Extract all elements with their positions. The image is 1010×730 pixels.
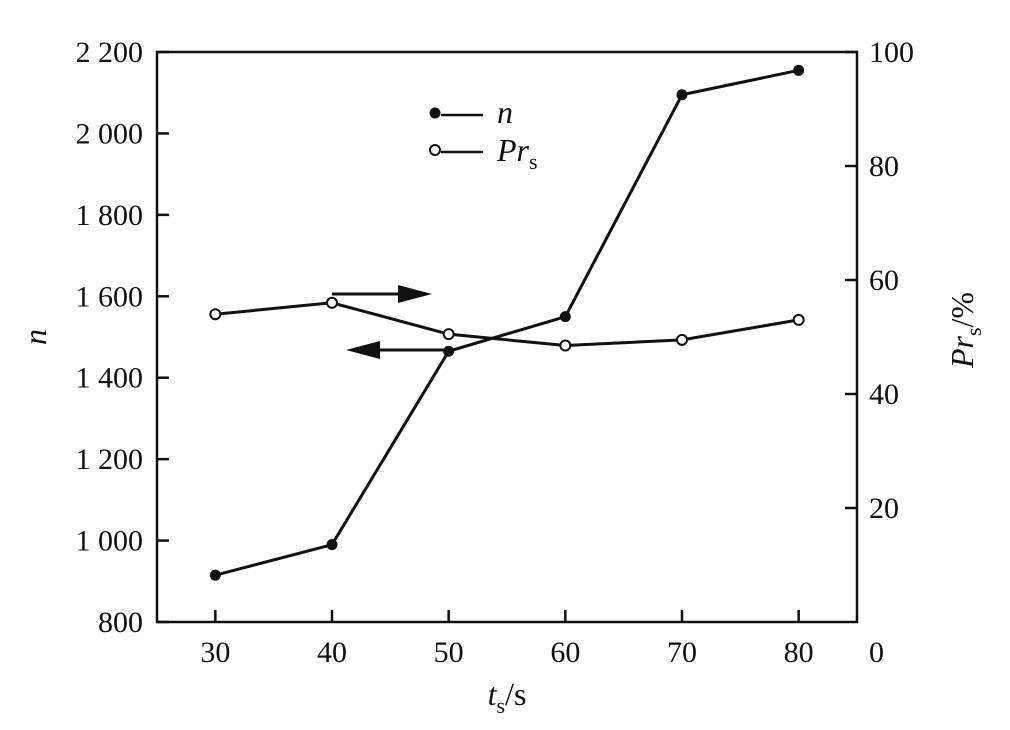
data-point-prs xyxy=(442,328,455,341)
x-axis-title: ts/s xyxy=(488,676,527,718)
arrow-to-left-axis-head xyxy=(346,341,380,359)
x-tick-label: 50 xyxy=(434,636,464,669)
right-tick-label: 20 xyxy=(869,492,899,525)
direction-arrows xyxy=(332,285,447,359)
plot-frame xyxy=(155,50,859,624)
left-tick-label: 1 600 xyxy=(76,280,144,313)
right-tick-label: 100 xyxy=(869,36,914,69)
data-point-prs xyxy=(559,339,572,352)
data-point-prs xyxy=(792,313,805,326)
arrow-to-right-axis-head xyxy=(398,285,432,303)
left-axis-ticks: 800 1 000 1 200 1 400 1 600 1 800 2 000 2 200 xyxy=(76,36,169,639)
right-tick-label: 0 xyxy=(869,636,884,669)
data-point-n xyxy=(793,64,805,76)
legend-filled-circle-marker xyxy=(429,107,441,119)
data-point-n xyxy=(209,569,221,581)
series-line-prs xyxy=(215,301,799,348)
x-tick-label: 30 xyxy=(200,636,230,669)
data-point-n xyxy=(326,539,338,551)
x-tick-label: 70 xyxy=(667,636,697,669)
right-tick-label: 60 xyxy=(869,264,899,297)
x-tick-label: 80 xyxy=(784,636,814,669)
data-point-n xyxy=(676,89,688,101)
right-axis-title: Prs/% xyxy=(944,292,986,369)
series-layer xyxy=(209,64,805,581)
left-tick-label: 1 200 xyxy=(76,443,144,476)
data-point-n xyxy=(559,311,571,323)
left-axis-title: n xyxy=(17,329,53,345)
right-tick-label: 40 xyxy=(869,378,899,411)
series-line-n xyxy=(214,68,799,577)
right-tick-label: 80 xyxy=(869,150,899,183)
data-point-prs xyxy=(326,296,338,309)
data-point-prs xyxy=(209,308,222,321)
left-tick-label: 2 200 xyxy=(76,36,144,69)
left-tick-label: 1 000 xyxy=(76,525,144,558)
left-tick-label: 800 xyxy=(98,606,143,639)
legend: n Prs xyxy=(429,94,538,174)
left-tick-label: 1 800 xyxy=(76,199,144,232)
x-tick-label: 40 xyxy=(317,636,347,669)
left-tick-label: 2 000 xyxy=(76,117,144,150)
x-tick-label: 60 xyxy=(550,636,580,669)
legend-label-prs: Prs xyxy=(496,132,538,174)
left-tick-label: 1 400 xyxy=(76,362,144,395)
x-axis-ticks: 30 40 50 60 70 80 xyxy=(200,610,814,669)
legend-label-n: n xyxy=(497,94,513,130)
right-axis-ticks: 0 20 40 60 80 100 xyxy=(845,36,914,669)
data-point-prs xyxy=(676,333,688,346)
legend-open-circle-marker xyxy=(429,144,441,156)
